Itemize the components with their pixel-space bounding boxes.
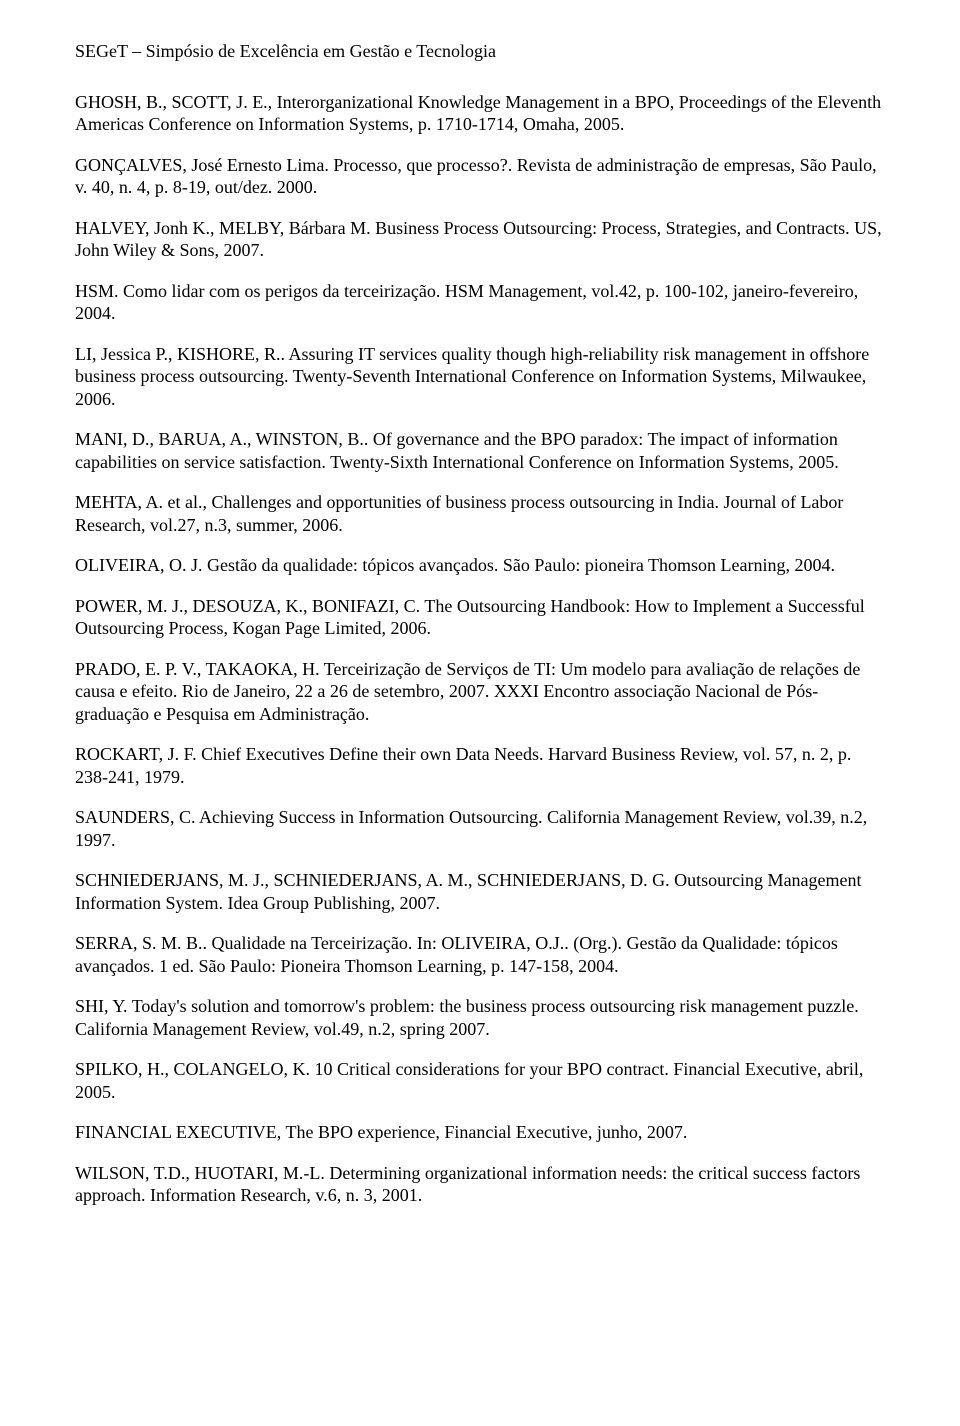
reference-entry: HSM. Como lidar com os perigos da tercei… — [75, 280, 885, 325]
reference-entry: GHOSH, B., SCOTT, J. E., Interorganizati… — [75, 91, 885, 136]
reference-entry: FINANCIAL EXECUTIVE, The BPO experience,… — [75, 1121, 885, 1144]
reference-entry: WILSON, T.D., HUOTARI, M.-L. Determining… — [75, 1162, 885, 1207]
reference-entry: HALVEY, Jonh K., MELBY, Bárbara M. Busin… — [75, 217, 885, 262]
page-header: SEGeT – Simpósio de Excelência em Gestão… — [75, 40, 885, 63]
document-page: SEGeT – Simpósio de Excelência em Gestão… — [0, 0, 960, 1426]
reference-entry: POWER, M. J., DESOUZA, K., BONIFAZI, C. … — [75, 595, 885, 640]
reference-entry: GONÇALVES, José Ernesto Lima. Processo, … — [75, 154, 885, 199]
reference-entry: MANI, D., BARUA, A., WINSTON, B.. Of gov… — [75, 428, 885, 473]
header-title: SEGeT – Simpósio de Excelência em Gestão… — [75, 41, 496, 61]
reference-entry: LI, Jessica P., KISHORE, R.. Assuring IT… — [75, 343, 885, 411]
reference-entry: ROCKART, J. F. Chief Executives Define t… — [75, 743, 885, 788]
reference-entry: SPILKO, H., COLANGELO, K. 10 Critical co… — [75, 1058, 885, 1103]
reference-entry: PRADO, E. P. V., TAKAOKA, H. Terceirizaç… — [75, 658, 885, 726]
reference-entry: OLIVEIRA, O. J. Gestão da qualidade: tóp… — [75, 554, 885, 577]
reference-entry: MEHTA, A. et al., Challenges and opportu… — [75, 491, 885, 536]
reference-entry: SHI, Y. Today's solution and tomorrow's … — [75, 995, 885, 1040]
reference-entry: SAUNDERS, C. Achieving Success in Inform… — [75, 806, 885, 851]
reference-entry: SERRA, S. M. B.. Qualidade na Terceiriza… — [75, 932, 885, 977]
reference-entry: SCHNIEDERJANS, M. J., SCHNIEDERJANS, A. … — [75, 869, 885, 914]
